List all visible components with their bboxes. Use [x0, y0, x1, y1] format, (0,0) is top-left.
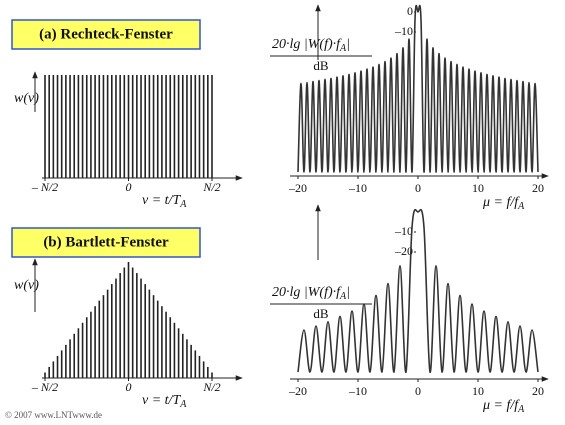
label-sub: A	[517, 404, 525, 415]
label-main: 20·lg |W(f)·f	[272, 285, 342, 300]
axis-label: 20·lg |W(f)·fA|	[272, 37, 350, 54]
x-tick-label: N/2	[202, 180, 220, 194]
spectrum-line	[297, 4, 539, 173]
title-box	[11, 19, 201, 50]
y-tick-label: –20	[394, 244, 413, 258]
copyright: © 2007 www.LNTwww.de	[5, 410, 102, 420]
label-main: 20·lg |W(f)·f	[272, 37, 342, 52]
label-main: μ = f/f	[482, 398, 520, 413]
x-tick-label: –10	[348, 181, 367, 195]
label-sub: A	[179, 399, 187, 410]
x-tick-label: –20	[288, 181, 307, 195]
axis-label: μ = f/fA	[482, 195, 525, 212]
x-tick-label: 20	[532, 181, 544, 195]
axis-label: ν = t/TA	[142, 193, 187, 210]
axis-label: 20·lg |W(f)·fA|	[272, 285, 350, 302]
x-tick-label: 0	[126, 180, 132, 194]
x-tick-label: –20	[288, 384, 307, 398]
x-tick-label: 0	[126, 380, 132, 394]
label-sub: A	[339, 43, 347, 54]
y-label: w(ν)	[14, 91, 39, 106]
x-tick-label: –10	[348, 384, 367, 398]
axis-label: ν = t/TA	[142, 393, 187, 410]
x-tick-label: – N/2	[31, 180, 58, 194]
y-tick-label: 0	[407, 4, 413, 18]
x-tick-label: 0	[415, 181, 421, 195]
x-tick-label: 10	[472, 181, 484, 195]
panel-title: (b) Bartlett-Fenster	[43, 234, 169, 250]
y-tick-label: –10	[394, 24, 413, 38]
panel-title: (a) Rechteck-Fenster	[39, 26, 173, 42]
label-end: |	[346, 285, 350, 300]
label-sub: A	[339, 291, 347, 302]
spectrum-line	[297, 208, 539, 373]
x-tick-label: – N/2	[31, 380, 58, 394]
label-sub: A	[517, 201, 525, 212]
label-sub: A	[179, 199, 187, 210]
axis-label: μ = f/fA	[482, 398, 525, 415]
y-label: w(ν)	[14, 278, 39, 293]
y-unit: dB	[313, 306, 329, 321]
y-tick-label: –10	[394, 224, 413, 238]
label-main: μ = f/f	[482, 195, 520, 210]
label-main: ν = t/T	[142, 193, 181, 208]
title-box	[11, 227, 201, 258]
y-unit: dB	[313, 58, 329, 73]
x-tick-label: 20	[532, 384, 544, 398]
x-tick-label: N/2	[202, 380, 220, 394]
label-main: ν = t/T	[142, 393, 181, 408]
x-tick-label: 10	[472, 384, 484, 398]
label-end: |	[346, 37, 350, 52]
x-tick-label: 0	[415, 384, 421, 398]
